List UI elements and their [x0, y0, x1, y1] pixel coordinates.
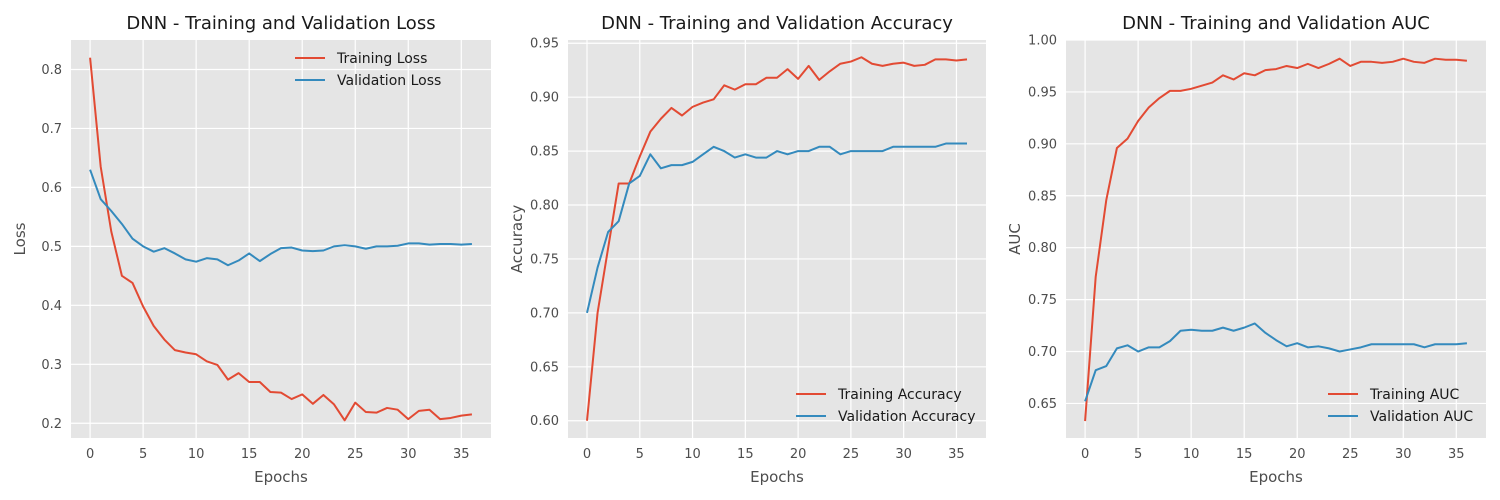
y-tick-label: 0.80	[530, 199, 559, 214]
series-line-training	[586, 56, 968, 421]
y-tick-label: 0.8	[41, 63, 62, 78]
y-tick-label: 0.80	[1028, 241, 1057, 256]
x-tick-label: 20	[294, 447, 311, 462]
x-tick-label: 15	[737, 447, 754, 462]
y-axis-label: AUC	[1006, 223, 1024, 255]
y-tick-label: 0.6	[41, 181, 62, 196]
legend-label: Validation Accuracy	[838, 409, 976, 425]
legend-label: Validation AUC	[1370, 409, 1473, 425]
plot-area	[1066, 40, 1486, 438]
y-tick-label: 1.00	[1028, 34, 1057, 49]
x-tick-label: 10	[188, 447, 205, 462]
x-tick-label: 5	[636, 447, 644, 462]
chart-title: DNN - Training and Validation AUC	[1122, 13, 1430, 34]
x-tick-label: 10	[684, 447, 701, 462]
y-tick-label: 0.85	[530, 145, 559, 160]
y-tick-label: 0.5	[41, 240, 62, 255]
x-tick-label: 35	[948, 447, 965, 462]
y-tick-label: 0.70	[1028, 345, 1057, 360]
x-tick-label: 20	[1289, 447, 1306, 462]
y-tick-label: 0.65	[1028, 397, 1057, 412]
y-tick-label: 0.85	[1028, 189, 1057, 204]
y-tick-label: 0.7	[41, 122, 62, 137]
legend: Training Accuracy Validation Accuracy	[796, 387, 976, 425]
x-tick-label: 20	[790, 447, 807, 462]
y-tick-label: 0.3	[41, 358, 62, 373]
plot-area	[71, 40, 491, 438]
chart-title: DNN - Training and Validation Loss	[126, 13, 435, 34]
x-tick-label: 10	[1183, 447, 1200, 462]
x-tick-label: 35	[1448, 447, 1465, 462]
chart-panel-1: 0 5 10 15 20 25 30 35 0.2 0.3 0.4 0.5 0.6 0.7 0.8 DNN -…	[11, 13, 491, 486]
x-tick-label: 30	[895, 447, 912, 462]
legend-label: Training Accuracy	[837, 387, 962, 403]
x-tick-label: 0	[86, 447, 94, 462]
y-tick-label: 0.4	[41, 299, 62, 314]
legend-label: Training AUC	[1369, 387, 1460, 403]
x-tick-label: 25	[347, 447, 364, 462]
x-axis-label: Epochs	[1249, 468, 1303, 486]
x-tick-label: 0	[1081, 447, 1089, 462]
x-tick-label: 25	[843, 447, 860, 462]
chart-panel-2: 0 5 10 15 20 25 30 35 0.60 0.65 0.70 0.75 0.80 0.85 0.…	[508, 13, 986, 486]
x-tick-label: 0	[583, 447, 591, 462]
chart-title: DNN - Training and Validation Accuracy	[601, 13, 953, 34]
chart-panel-3: 0 5 10 15 20 25 30 35 0.65 0.70 0.75 0.80 0.85 0.90 0.…	[1006, 13, 1486, 486]
x-tick-label: 30	[400, 447, 417, 462]
x-tick-label: 5	[1134, 447, 1142, 462]
x-tick-label: 30	[1395, 447, 1412, 462]
y-tick-label: 0.70	[530, 306, 559, 321]
series-line-validation	[586, 142, 967, 314]
legend-label: Validation Loss	[337, 73, 441, 89]
y-tick-label: 0.95	[1028, 85, 1057, 100]
series-line-training	[1084, 57, 1468, 422]
y-tick-label: 0.90	[530, 91, 559, 106]
y-tick-label: 0.90	[1028, 137, 1057, 152]
x-axis-label: Epochs	[254, 468, 308, 486]
y-tick-label: 0.65	[530, 360, 559, 375]
plot-area	[568, 40, 986, 438]
series-line-training	[89, 57, 473, 422]
x-tick-label: 25	[1342, 447, 1359, 462]
x-tick-label: 35	[453, 447, 470, 462]
y-axis-label: Loss	[11, 222, 29, 255]
series-line-validation	[89, 169, 472, 267]
series-line-validation	[1084, 322, 1468, 402]
x-axis-label: Epochs	[750, 468, 804, 486]
x-tick-label: 15	[241, 447, 258, 462]
y-tick-label: 0.2	[41, 417, 62, 432]
y-tick-label: 0.60	[530, 414, 559, 429]
y-axis-label: Accuracy	[508, 205, 526, 274]
legend-label: Training Loss	[336, 51, 427, 67]
legend: Training Loss Validation Loss	[295, 51, 441, 89]
y-tick-label: 0.75	[530, 252, 559, 267]
x-tick-label: 5	[139, 447, 147, 462]
x-tick-label: 15	[1236, 447, 1253, 462]
y-tick-label: 0.75	[1028, 293, 1057, 308]
legend: Training AUC Validation AUC	[1328, 387, 1473, 425]
y-tick-label: 0.95	[530, 37, 559, 52]
